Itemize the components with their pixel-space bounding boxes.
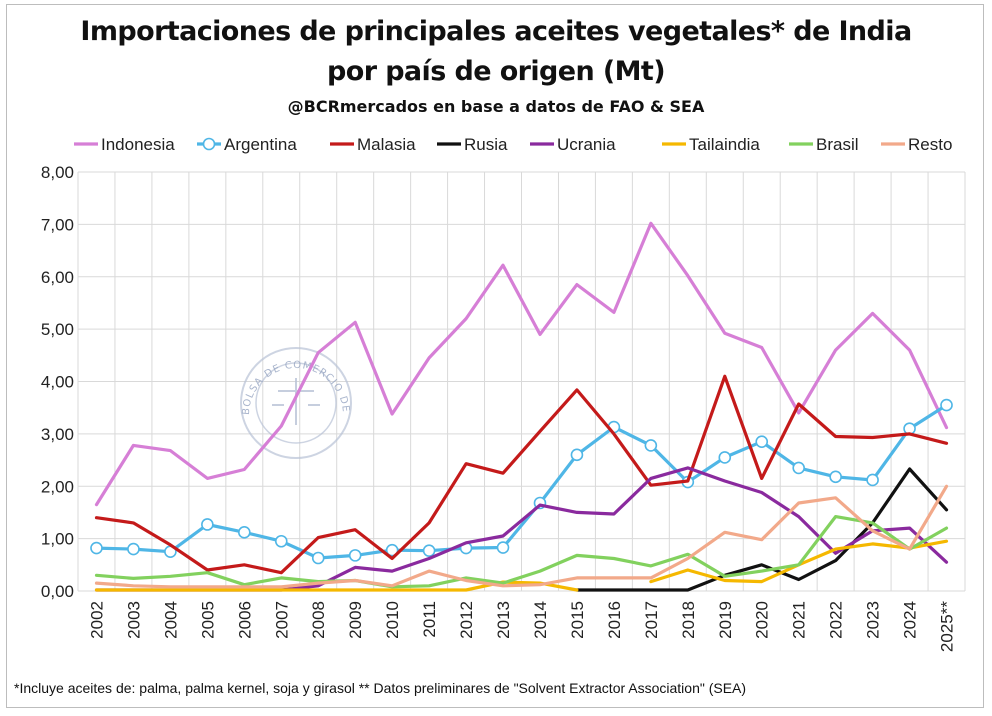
x-tick-label: 2021 bbox=[790, 601, 809, 639]
legend-label-indonesia: Indonesia bbox=[101, 135, 175, 154]
x-tick-label: 2018 bbox=[679, 601, 698, 639]
series-line-indonesia bbox=[94, 221, 949, 507]
seal-emblem bbox=[272, 378, 320, 425]
x-tick-label: 2025** bbox=[938, 601, 957, 652]
point-argentina bbox=[422, 544, 436, 557]
point-argentina bbox=[940, 398, 953, 412]
x-tick-label: 2004 bbox=[161, 601, 180, 639]
chart-subtitle: @BCRmercados en base a datos de FAO & SE… bbox=[287, 97, 705, 116]
x-tick-label: 2020 bbox=[753, 601, 772, 639]
series-lines bbox=[90, 221, 953, 592]
series-line-resto bbox=[94, 484, 949, 589]
seal-outer-ring bbox=[240, 347, 352, 459]
point-argentina bbox=[127, 542, 140, 556]
x-tick-label: 2007 bbox=[272, 601, 291, 639]
series-line-brasil bbox=[94, 515, 949, 589]
y-tick-label: 3,00 bbox=[41, 425, 74, 444]
x-tick-label: 2009 bbox=[346, 601, 365, 639]
series-line-rusia bbox=[575, 467, 949, 592]
point-argentina bbox=[238, 526, 251, 539]
x-tick-label: 2010 bbox=[383, 601, 402, 639]
x-tick-label: 2013 bbox=[494, 601, 513, 639]
point-argentina bbox=[274, 534, 288, 548]
chart-title-line2: por país de origen (Mt) bbox=[327, 56, 666, 87]
legend-label-brasil: Brasil bbox=[816, 135, 859, 154]
point-argentina bbox=[792, 461, 805, 475]
point-argentina bbox=[718, 451, 732, 464]
x-tick-label: 2012 bbox=[457, 601, 476, 639]
seal-text: BOLSA DE COMERCIO DE ROSARIO bbox=[0, 0, 351, 417]
x-tick-label: 2015 bbox=[568, 601, 587, 639]
x-tick-label: 2024 bbox=[901, 601, 920, 639]
point-argentina bbox=[311, 551, 325, 565]
y-tick-label: 6,00 bbox=[41, 268, 74, 287]
y-tick-label: 2,00 bbox=[41, 477, 74, 496]
x-tick-label: 2002 bbox=[87, 601, 106, 639]
point-argentina bbox=[385, 543, 399, 557]
x-tick-label: 2005 bbox=[198, 601, 217, 639]
x-tick-label: 2011 bbox=[420, 601, 439, 638]
legend-label-malasia: Malasia bbox=[357, 135, 416, 154]
x-tick-label: 2014 bbox=[531, 601, 550, 639]
y-axis: 0,00 1,00 2,00 3,00 4,00 5,00 6,00 7,00 8,00 bbox=[41, 163, 74, 601]
y-tick-label: 1,00 bbox=[41, 530, 74, 549]
point-argentina bbox=[201, 518, 214, 531]
x-tick-label: 2003 bbox=[124, 601, 143, 639]
y-tick-label: 5,00 bbox=[41, 320, 74, 339]
y-tick-label: 0,00 bbox=[41, 582, 74, 601]
legend: Indonesia Argentina Malasia Rusia Ucrania Tai… bbox=[74, 135, 952, 154]
x-tick-label: 2016 bbox=[605, 601, 624, 639]
point-argentina bbox=[829, 470, 842, 484]
point-argentina bbox=[866, 473, 879, 487]
y-tick-label: 8,00 bbox=[41, 163, 74, 182]
legend-label-tailaindia: Tailaindia bbox=[689, 135, 760, 154]
x-axis: 2002 2003 2004 2005 2006 2007 2008 2009 2010 2011… bbox=[87, 601, 956, 652]
point-argentina bbox=[348, 549, 362, 562]
legend-label-rusia: Rusia bbox=[464, 135, 508, 154]
chart-title: Importaciones de principales aceites veg… bbox=[80, 16, 912, 47]
x-tick-label: 2023 bbox=[864, 601, 883, 639]
point-argentina bbox=[496, 541, 510, 554]
x-tick-label: 2019 bbox=[716, 601, 735, 639]
series-line-argentina bbox=[94, 403, 949, 560]
point-argentina bbox=[570, 448, 584, 462]
legend-label-ucrania: Ucrania bbox=[557, 135, 616, 154]
y-tick-label: 4,00 bbox=[41, 373, 74, 392]
point-argentina bbox=[644, 439, 658, 452]
x-tick-label: 2017 bbox=[642, 601, 661, 639]
seal-inner-ring bbox=[255, 362, 337, 444]
x-tick-label: 2022 bbox=[827, 601, 846, 639]
point-argentina bbox=[90, 541, 103, 555]
legend-label-argentina: Argentina bbox=[224, 135, 297, 154]
legend-marker-argentina bbox=[202, 137, 216, 151]
x-tick-label: 2008 bbox=[309, 601, 328, 639]
legend-label-resto: Resto bbox=[908, 135, 952, 154]
x-tick-label: 2006 bbox=[235, 601, 254, 639]
point-argentina bbox=[755, 435, 769, 449]
series-line-malasia bbox=[94, 374, 949, 575]
y-tick-label: 7,00 bbox=[41, 215, 74, 234]
footnote: *Incluye aceites de: palma, palma kernel… bbox=[14, 680, 747, 696]
